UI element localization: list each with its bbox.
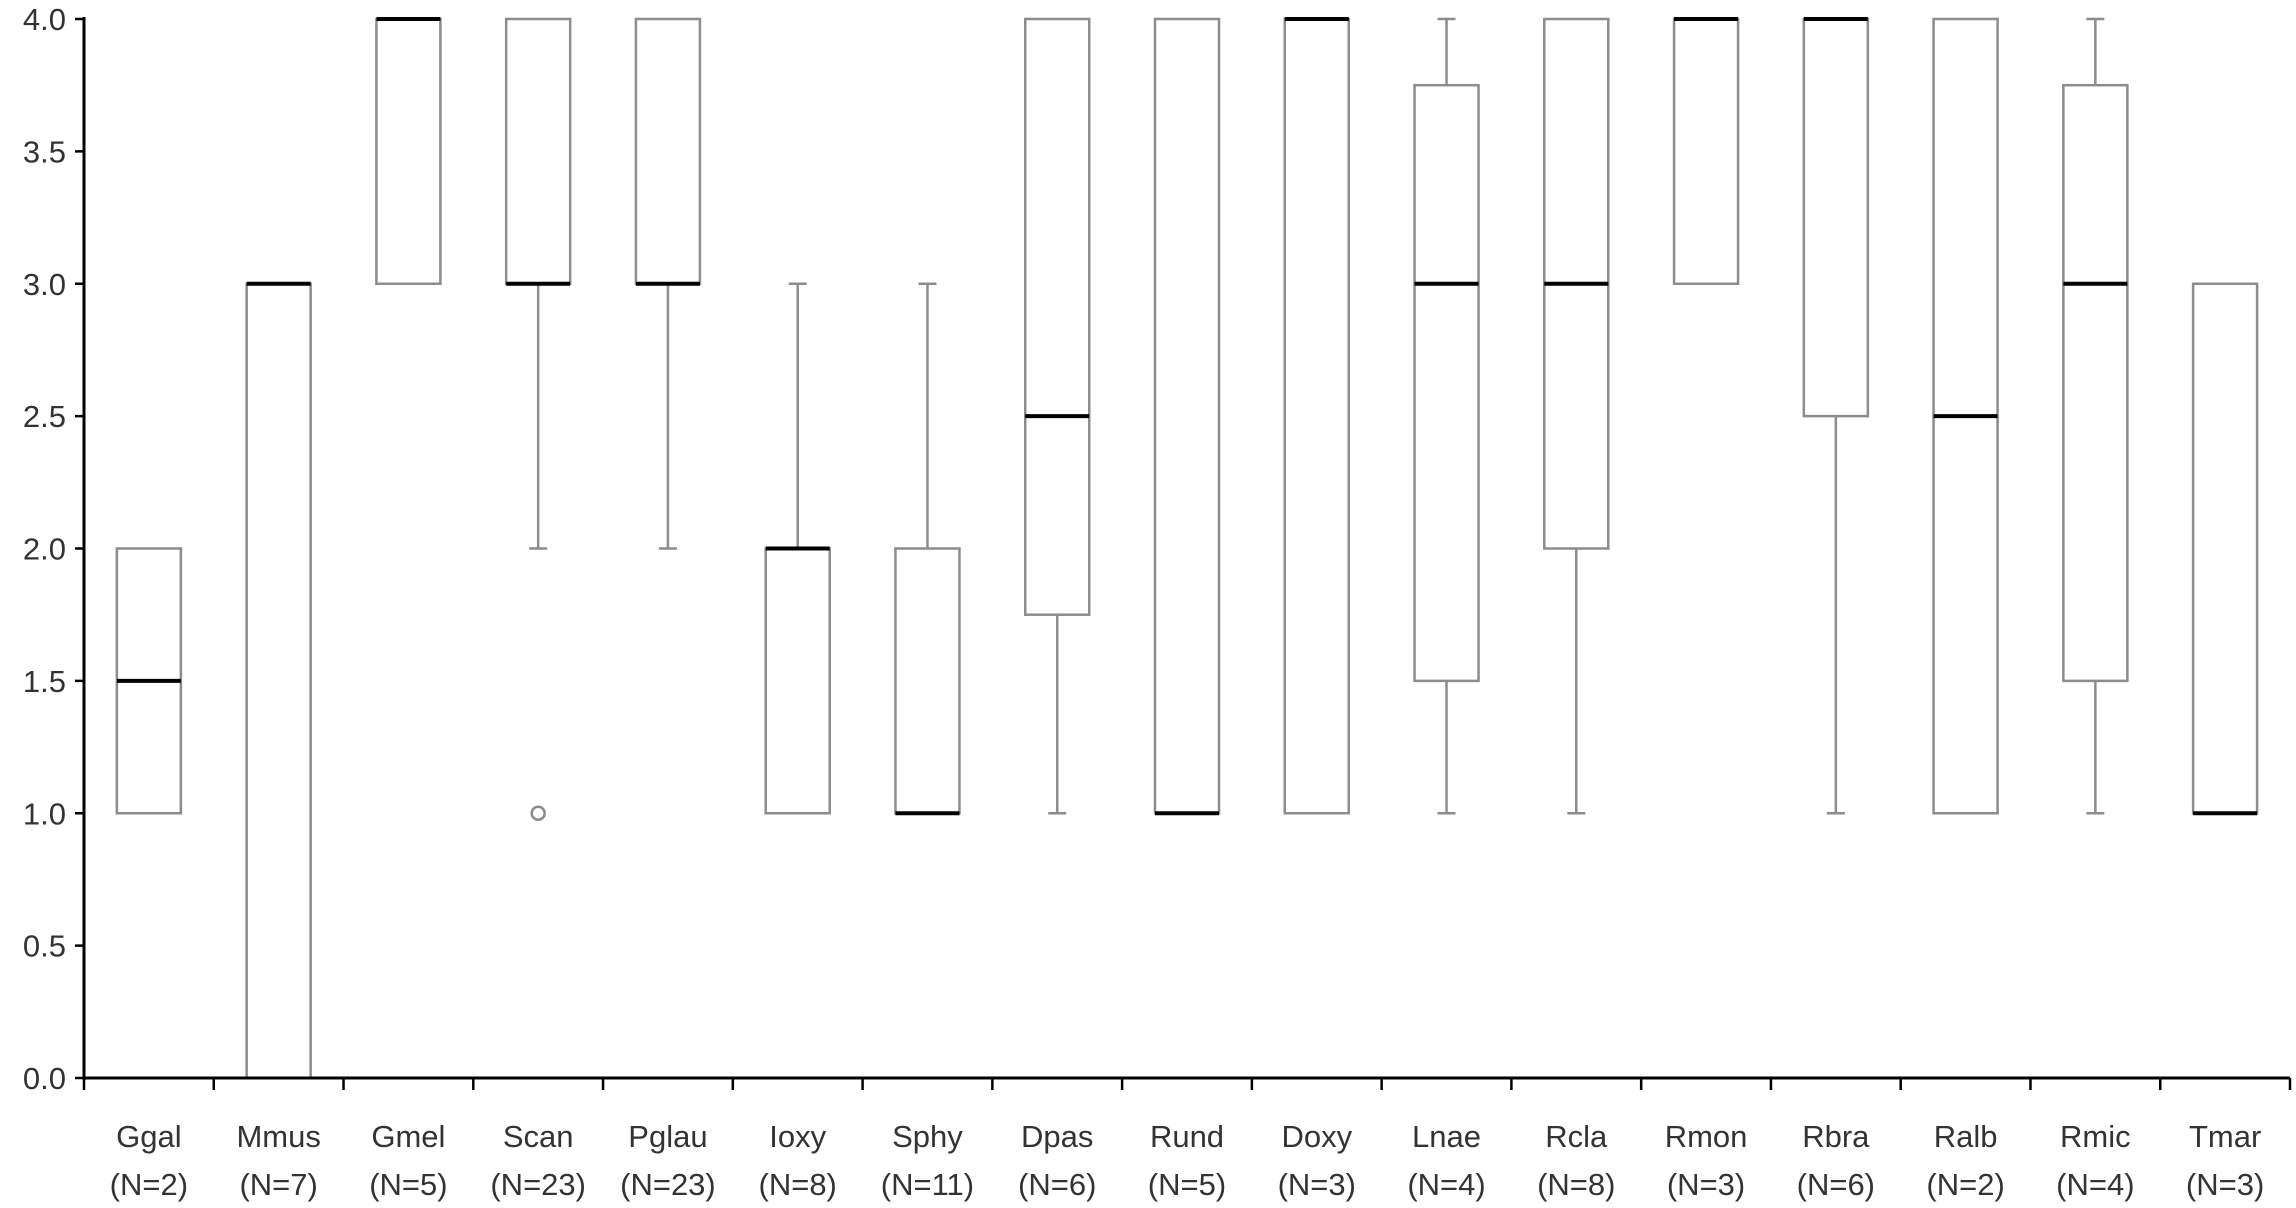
y-tick-label: 2.0 (23, 532, 66, 567)
iqr-box (634, 17, 702, 285)
x-tick-count-tmar: (N=3) (2186, 1167, 2264, 1202)
y-tick-label: 1.5 (23, 664, 66, 699)
y-axis-tick-labels: 0.0 0.5 1.0 1.5 2.0 2.5 3.0 3.5 4.0 (23, 2, 66, 1096)
y-tick-label: 2.5 (23, 399, 66, 434)
iqr-box (504, 17, 572, 285)
x-axis-tick-labels: Ggal (N=2) Mmus (N=7) Gmel (N=5) Scan (N=23) Pgl… (110, 1119, 2265, 1202)
iqr-box (1023, 17, 1091, 616)
axes (75, 17, 2292, 1090)
y-tick-label: 0.0 (23, 1061, 66, 1096)
iqr-box (1802, 17, 1870, 418)
box-rbra (1802, 17, 1870, 815)
box-rcla (1543, 17, 1610, 815)
x-tick-count-rbra: (N=6) (1797, 1167, 1875, 1202)
x-tick-count-rmon: (N=3) (1667, 1167, 1745, 1202)
box-tmar (2191, 282, 2259, 816)
iqr-box (1413, 83, 1480, 683)
iqr-box (375, 17, 442, 285)
box-rund (1153, 17, 1221, 816)
outlier-point (530, 805, 546, 821)
box-doxy (1283, 17, 1351, 815)
box-lnae (1413, 17, 1480, 815)
box-gmel (375, 17, 442, 285)
iqr-box (2062, 83, 2129, 683)
box-rmon (1672, 17, 1740, 285)
y-tick-label: 3.0 (23, 267, 66, 302)
x-tick-count-ralb: (N=2) (1926, 1167, 2004, 1202)
iqr-box (1283, 17, 1351, 815)
x-tick-label-rmic: Rmic (2060, 1119, 2131, 1154)
x-tick-label-rund: Rund (1150, 1119, 1224, 1154)
x-tick-label-doxy: Doxy (1281, 1119, 1352, 1154)
x-tick-label-gmel: Gmel (371, 1119, 445, 1154)
x-tick-label-rbra: Rbra (1802, 1119, 1870, 1154)
x-tick-count-rund: (N=5) (1148, 1167, 1226, 1202)
x-tick-label-lnae: Lnae (1412, 1119, 1481, 1154)
x-tick-label-mmus: Mmus (236, 1119, 320, 1154)
x-tick-count-pglau: (N=23) (620, 1167, 716, 1202)
x-tick-count-ioxy: (N=8) (759, 1167, 837, 1202)
x-tick-count-dpas: (N=6) (1018, 1167, 1096, 1202)
box-mmus (245, 281, 312, 1080)
x-tick-label-scan: Scan (503, 1119, 574, 1154)
box-rmic (2062, 17, 2129, 815)
x-tick-label-ggal: Ggal (116, 1119, 181, 1154)
box-pglau (634, 17, 702, 550)
x-tick-count-scan: (N=23) (490, 1167, 586, 1202)
iqr-box (1153, 17, 1221, 815)
x-tick-label-dpas: Dpas (1021, 1119, 1093, 1154)
x-tick-count-rcla: (N=8) (1537, 1167, 1615, 1202)
x-tick-label-rcla: Rcla (1545, 1119, 1608, 1154)
x-tick-label-rmon: Rmon (1665, 1119, 1748, 1154)
box-ggal (115, 547, 183, 815)
iqr-box (894, 547, 961, 815)
x-tick-count-doxy: (N=3) (1278, 1167, 1356, 1202)
y-tick-label: 0.5 (23, 929, 66, 964)
x-tick-label-sphy: Sphy (892, 1119, 963, 1154)
x-tick-count-mmus: (N=7) (239, 1167, 317, 1202)
x-tick-label-pglau: Pglau (628, 1119, 707, 1154)
iqr-box (2191, 282, 2259, 815)
y-tick-label: 1.0 (23, 796, 66, 831)
x-tick-label-tmar: Tmar (2189, 1119, 2261, 1154)
box-sphy (894, 282, 961, 816)
x-tick-count-gmel: (N=5) (369, 1167, 447, 1202)
x-tick-count-rmic: (N=4) (2056, 1167, 2134, 1202)
iqr-box (245, 282, 312, 1080)
x-tick-count-ggal: (N=2) (110, 1167, 188, 1202)
x-tick-count-lnae: (N=4) (1407, 1167, 1485, 1202)
x-tick-label-ralb: Ralb (1934, 1119, 1998, 1154)
x-tick-label-ioxy: Ioxy (769, 1119, 826, 1154)
y-tick-label: 4.0 (23, 2, 66, 37)
box-series (115, 17, 2259, 1080)
y-tick-label: 3.5 (23, 134, 66, 169)
box-scan (504, 17, 572, 821)
box-ioxy (764, 282, 831, 815)
iqr-box (764, 547, 831, 815)
box-ralb (1932, 17, 1999, 815)
x-tick-count-sphy: (N=11) (881, 1167, 974, 1202)
box-dpas (1023, 17, 1091, 815)
iqr-box (1672, 17, 1740, 285)
